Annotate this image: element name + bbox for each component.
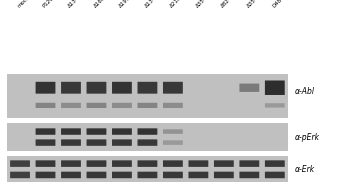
FancyBboxPatch shape — [265, 160, 285, 167]
Bar — [7, 74, 288, 118]
Text: P120: P120 — [42, 0, 55, 9]
FancyBboxPatch shape — [138, 103, 157, 108]
FancyBboxPatch shape — [61, 172, 81, 178]
Text: α-Erk: α-Erk — [295, 165, 315, 174]
FancyBboxPatch shape — [240, 172, 259, 178]
Bar — [7, 156, 288, 182]
FancyBboxPatch shape — [163, 140, 183, 145]
Bar — [7, 118, 288, 123]
FancyBboxPatch shape — [163, 172, 183, 178]
FancyBboxPatch shape — [214, 172, 234, 178]
FancyBboxPatch shape — [138, 82, 157, 94]
Text: Δ134-: Δ134- — [144, 0, 159, 9]
FancyBboxPatch shape — [87, 128, 106, 135]
FancyBboxPatch shape — [61, 82, 81, 94]
FancyBboxPatch shape — [87, 82, 106, 94]
FancyBboxPatch shape — [112, 128, 132, 135]
Text: Δ166-: Δ166- — [93, 0, 108, 9]
FancyBboxPatch shape — [87, 103, 106, 108]
FancyBboxPatch shape — [189, 172, 208, 178]
FancyBboxPatch shape — [163, 103, 183, 108]
FancyBboxPatch shape — [10, 160, 30, 167]
FancyBboxPatch shape — [112, 139, 132, 146]
FancyBboxPatch shape — [214, 160, 234, 167]
FancyBboxPatch shape — [10, 172, 30, 178]
Text: Δ191-: Δ191- — [118, 0, 134, 9]
FancyBboxPatch shape — [265, 172, 285, 178]
FancyBboxPatch shape — [138, 160, 157, 167]
FancyBboxPatch shape — [36, 103, 55, 108]
Text: Δ82-: Δ82- — [220, 0, 233, 9]
FancyBboxPatch shape — [112, 82, 132, 94]
FancyBboxPatch shape — [163, 129, 183, 134]
Text: Δ35-2: Δ35-2 — [246, 0, 261, 9]
Text: Δ35-e: Δ35-e — [195, 0, 210, 9]
FancyBboxPatch shape — [61, 139, 81, 146]
Text: Δ134-: Δ134- — [67, 0, 83, 9]
Text: mock: mock — [16, 0, 31, 9]
FancyBboxPatch shape — [36, 160, 55, 167]
FancyBboxPatch shape — [36, 82, 55, 94]
FancyBboxPatch shape — [163, 160, 183, 167]
FancyBboxPatch shape — [138, 128, 157, 135]
FancyBboxPatch shape — [36, 128, 55, 135]
FancyBboxPatch shape — [138, 172, 157, 178]
FancyBboxPatch shape — [265, 103, 285, 108]
FancyBboxPatch shape — [240, 160, 259, 167]
FancyBboxPatch shape — [87, 139, 106, 146]
FancyBboxPatch shape — [87, 172, 106, 178]
Bar — [7, 151, 288, 156]
FancyBboxPatch shape — [189, 160, 208, 167]
FancyBboxPatch shape — [163, 82, 183, 94]
FancyBboxPatch shape — [112, 172, 132, 178]
Text: α-pErk: α-pErk — [295, 133, 320, 141]
Text: D484-: D484- — [271, 0, 287, 9]
FancyBboxPatch shape — [138, 139, 157, 146]
FancyBboxPatch shape — [112, 103, 132, 108]
FancyBboxPatch shape — [112, 160, 132, 167]
Text: α-Abl: α-Abl — [295, 88, 315, 96]
Bar — [7, 123, 288, 151]
FancyBboxPatch shape — [61, 103, 81, 108]
Text: Δ216-: Δ216- — [169, 0, 185, 9]
FancyBboxPatch shape — [87, 160, 106, 167]
FancyBboxPatch shape — [36, 172, 55, 178]
FancyBboxPatch shape — [61, 160, 81, 167]
FancyBboxPatch shape — [36, 139, 55, 146]
FancyBboxPatch shape — [61, 128, 81, 135]
FancyBboxPatch shape — [265, 80, 285, 95]
FancyBboxPatch shape — [240, 84, 259, 92]
